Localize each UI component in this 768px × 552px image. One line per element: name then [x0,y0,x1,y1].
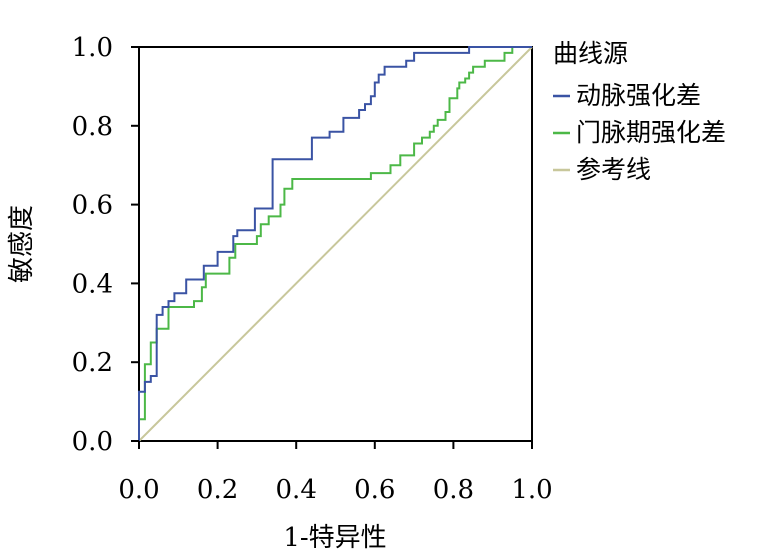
y-tick-label: 0.4 [72,269,113,299]
series-line-0 [138,46,532,441]
y-tick-label: 0.0 [72,427,113,457]
x-tick-label: 0.4 [276,475,317,505]
legend-label-2: 参考线 [576,155,651,184]
legend-label-1: 门脉期强化差 [576,118,726,147]
x-tick-label: 1.0 [511,475,552,505]
series-layer [138,46,533,442]
x-tick-label: 0.6 [354,475,395,505]
series-line-2 [138,46,533,442]
y-tick-label: 0.6 [72,191,113,221]
y-tick-label: 0.2 [72,348,113,378]
x-tick-label: 0.0 [118,475,159,505]
y-axis-title: 敏感度 [7,205,37,283]
legend-title: 曲线源 [553,39,628,68]
legend-label-0: 动脉强化差 [576,81,701,110]
x-tick-label: 0.8 [433,475,474,505]
x-tick-label: 0.2 [197,475,238,505]
x-axis-title: 1-特异性 [283,523,386,552]
y-tick-label: 1.0 [72,33,113,63]
y-tick-label: 0.8 [72,112,113,142]
plot-area-frame [138,46,533,442]
series-line-1 [138,46,532,441]
axis-layer: 0.0 0.2 0.4 0.6 0.8 1.0 0.0 0.2 0.4 0.6 0.8 1.0 [72,33,553,505]
